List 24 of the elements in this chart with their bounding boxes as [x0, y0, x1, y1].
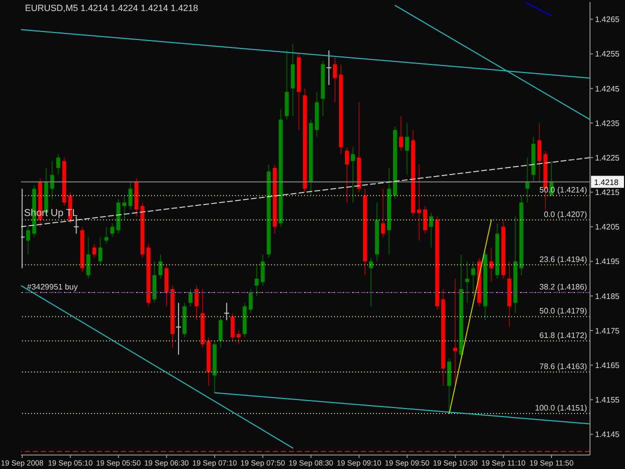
y-tick-label: 1.4145	[595, 430, 620, 440]
y-tick-label: 1.4255	[595, 50, 620, 59]
y-tick-label: 1.4225	[595, 153, 620, 162]
y-tick-label: 1.4205	[595, 222, 620, 232]
y-tick-label: 1.4245	[595, 84, 620, 94]
ref-line-label: 0.0 (1.4207)	[544, 210, 588, 219]
y-tick-label: 1.4175	[595, 326, 620, 336]
ref-line-label: 1.4218	[594, 178, 620, 187]
y-tick-label: 1.4235	[595, 118, 620, 128]
y-tick-label: 1.4265	[595, 15, 620, 24]
chart-title: EURUSD,M5 1.4214 1.4224 1.4214 1.4218	[25, 3, 198, 14]
ref-line-label: 38.2 (1.4186)	[539, 282, 588, 292]
ref-line-label: 50.0 (1.4179)	[539, 306, 588, 316]
ref-line-label: 61.8 (1.4172)	[539, 330, 588, 340]
ref-line-label: #3429951 buy	[27, 282, 78, 292]
y-tick-label: 1.4165	[595, 360, 620, 370]
ref-line-label: 78.6 (1.4163)	[539, 362, 588, 372]
y-tick-label: 1.4185	[595, 292, 620, 301]
y-tick-label: 1.4195	[595, 257, 620, 266]
ref-line-label: 100.0 (1.4151)	[534, 404, 588, 413]
y-tick-label: 1.4215	[595, 188, 620, 198]
ref-line-label: 23.6 (1.4194)	[539, 254, 588, 264]
candlestick	[21, 188, 26, 269]
y-tick-label: 1.4155	[595, 396, 620, 405]
